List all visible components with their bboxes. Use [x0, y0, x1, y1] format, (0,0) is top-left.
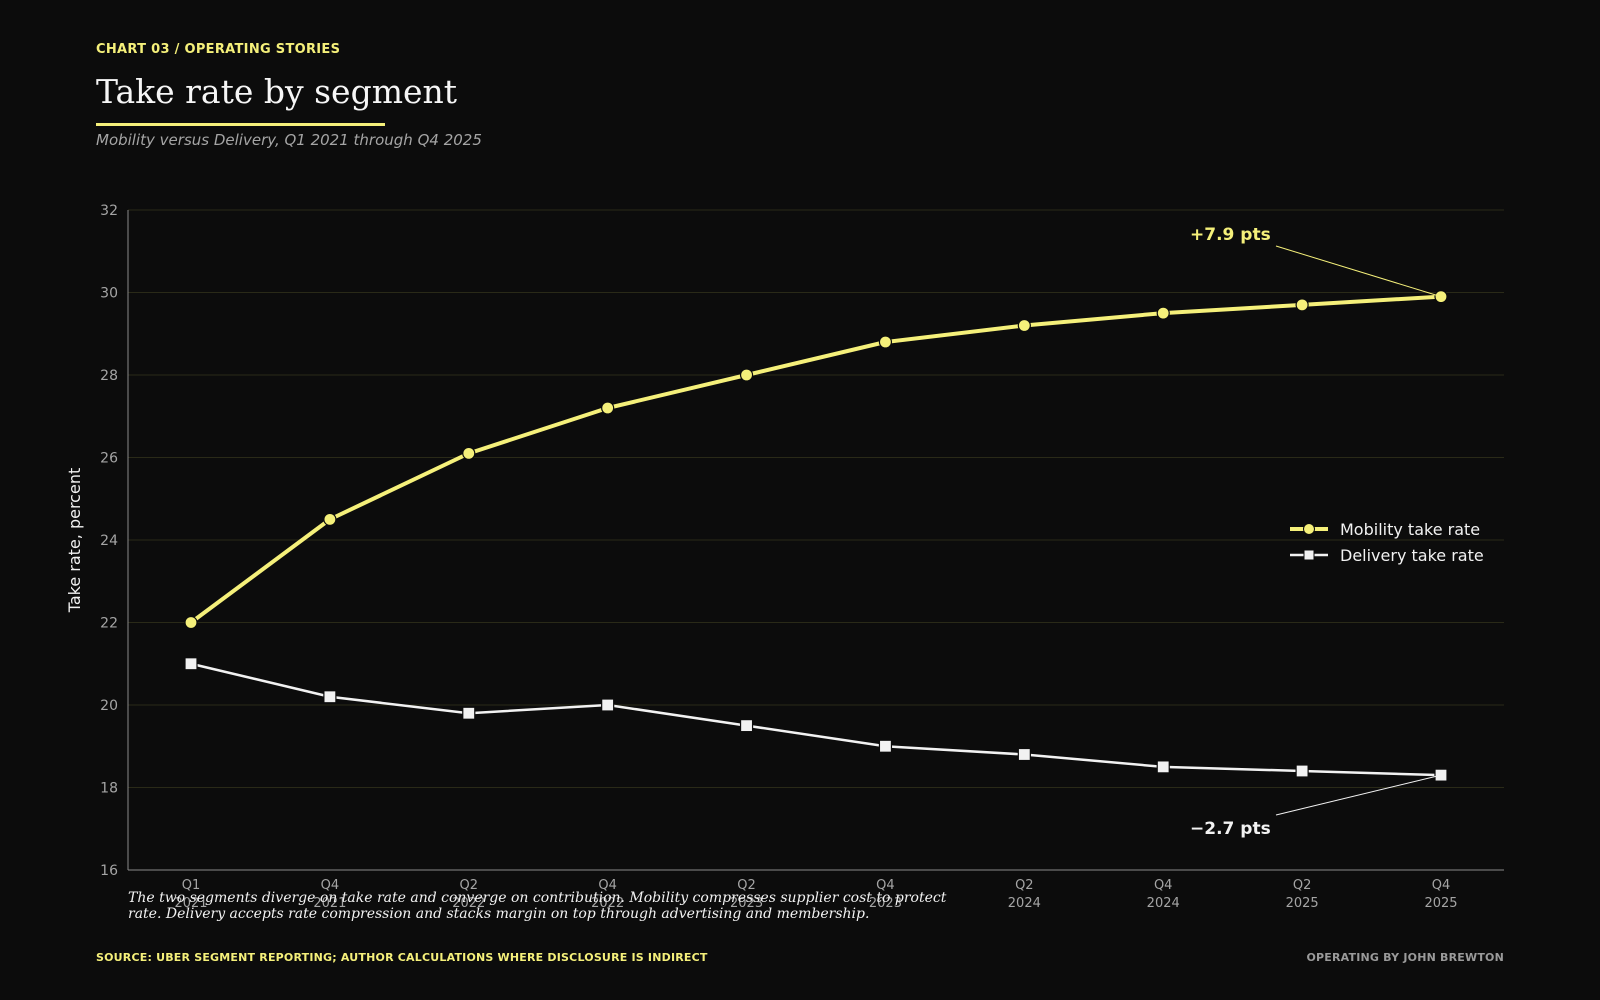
data-point-mobility — [184, 615, 198, 630]
data-point-delivery — [1017, 747, 1031, 762]
x-tick-label-year: 2021 — [174, 896, 207, 911]
y-tick-label: 16 — [100, 863, 118, 879]
x-tick-label-quarter: Q2 — [1015, 878, 1034, 893]
chart-caption: The two segments diverge on take rate an… — [128, 890, 947, 922]
legend-swatch-square-icon — [1290, 549, 1328, 561]
y-tick-label: 26 — [100, 451, 118, 467]
legend-item-delivery: Delivery take rate — [1290, 542, 1484, 568]
author-credit: OPERATING BY JOHN BREWTON — [1306, 951, 1504, 964]
x-tick-label-year: 2024 — [1008, 896, 1041, 911]
annotation-leader-line — [1275, 774, 1442, 816]
x-tick-label-year: 2024 — [1147, 896, 1180, 911]
x-tick-label-quarter: Q4 — [1154, 878, 1173, 893]
data-point-mobility — [462, 446, 476, 460]
chart-kicker: CHART 03 / OPERATING STORIES — [96, 42, 341, 57]
x-tick-label-quarter: Q2 — [460, 878, 479, 893]
x-tick-label-quarter: Q4 — [1432, 878, 1451, 893]
source-note: SOURCE: UBER SEGMENT REPORTING; AUTHOR C… — [96, 951, 708, 964]
chart-title: Take rate by segment — [96, 72, 458, 111]
y-tick-label: 32 — [100, 203, 118, 219]
x-tick-label-year: 2021 — [313, 896, 346, 911]
x-tick-label-year: 2023 — [869, 896, 902, 911]
y-tick-label: 22 — [100, 616, 118, 632]
chart-legend: Mobility take rate Delivery take rate — [1290, 516, 1484, 568]
x-tick-label-year: 2025 — [1424, 896, 1457, 911]
y-tick-label: 24 — [100, 533, 118, 549]
legend-label-mobility: Mobility take rate — [1340, 519, 1481, 539]
legend-item-mobility: Mobility take rate — [1290, 516, 1484, 542]
x-tick-label-quarter: Q4 — [598, 878, 617, 893]
data-point-mobility — [1017, 318, 1031, 333]
data-point-mobility — [1156, 306, 1170, 320]
data-point-mobility — [739, 368, 754, 382]
annotation-leader-line — [1275, 245, 1442, 298]
series-line-mobility — [189, 294, 1442, 625]
title-underline — [96, 123, 385, 126]
data-point-delivery — [184, 657, 198, 671]
data-point-delivery — [323, 690, 337, 704]
data-point-delivery — [739, 719, 754, 733]
y-tick-label: 30 — [100, 286, 118, 302]
x-tick-label-year: 2022 — [591, 896, 624, 911]
x-tick-label-quarter: Q1 — [182, 878, 201, 893]
annotation-label: +7.9 pts — [1190, 225, 1271, 245]
series-line-delivery — [190, 662, 1442, 777]
x-tick-label-quarter: Q2 — [1293, 878, 1312, 893]
data-point-mobility — [878, 335, 893, 349]
x-tick-label-year: 2025 — [1286, 896, 1319, 911]
data-point-delivery — [1295, 764, 1309, 778]
data-point-delivery — [462, 706, 476, 720]
y-tick-label: 20 — [100, 698, 118, 714]
y-axis-label: Take rate, percent — [65, 468, 84, 614]
data-point-delivery — [601, 698, 615, 712]
x-tick-label-quarter: Q4 — [876, 878, 895, 893]
data-point-mobility — [1295, 298, 1309, 312]
x-tick-label-year: 2022 — [452, 896, 485, 911]
legend-swatch-circle-icon — [1290, 523, 1328, 535]
y-tick-label: 18 — [100, 781, 118, 797]
data-point-delivery — [878, 739, 893, 753]
legend-label-delivery: Delivery take rate — [1340, 545, 1484, 565]
data-point-mobility — [323, 512, 337, 526]
y-tick-label: 28 — [100, 368, 118, 384]
annotation-label: −2.7 pts — [1190, 819, 1271, 839]
data-point-delivery — [1156, 760, 1170, 774]
data-point-mobility — [601, 401, 615, 415]
x-tick-label-quarter: Q2 — [737, 878, 756, 893]
chart-subtitle: Mobility versus Delivery, Q1 2021 throug… — [96, 131, 482, 149]
x-tick-label-year: 2023 — [730, 896, 763, 911]
x-tick-label-quarter: Q4 — [321, 878, 340, 893]
